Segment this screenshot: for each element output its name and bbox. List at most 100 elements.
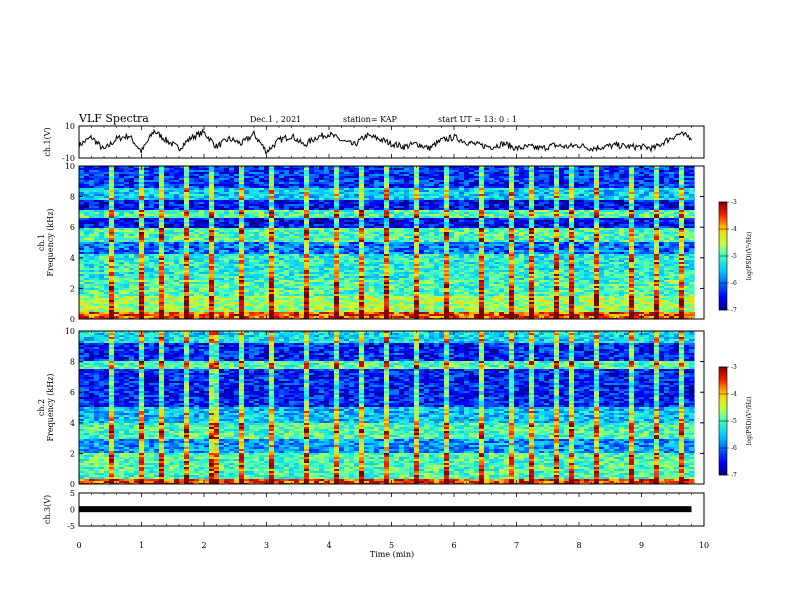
spectrogram-cell (94, 202, 100, 205)
spectrogram-cell (569, 228, 575, 231)
spectrogram-cell (554, 208, 560, 211)
spectrogram-cell (684, 184, 690, 187)
spectrogram-cell (364, 224, 370, 227)
spectrogram-cell (344, 170, 350, 173)
spectrogram-cell (439, 170, 445, 173)
spectrogram-cell (409, 206, 415, 209)
spectrogram-cell (659, 184, 665, 187)
spectrogram-cell (159, 176, 165, 179)
spectrogram-cell (319, 214, 325, 217)
spectrogram-cell (134, 232, 140, 235)
spectrogram-cell (604, 222, 610, 225)
spectrogram-cell (169, 180, 175, 183)
spectrogram-cell (144, 228, 150, 231)
spectrogram-cell (89, 240, 95, 243)
spectrogram-cell (549, 224, 555, 227)
spectrogram-cell (294, 220, 300, 223)
spectrogram-cell (614, 204, 620, 207)
spectrogram-cell (659, 192, 665, 195)
spectrogram-cell (89, 204, 95, 207)
spectrogram-cell (359, 226, 365, 229)
spectrogram-cell (134, 242, 140, 245)
spectrogram-cell (434, 188, 440, 191)
spectrogram-cell (314, 208, 320, 211)
spectrogram-cell (679, 232, 685, 235)
spectrogram-cell (484, 172, 490, 175)
spectrogram-cell (489, 230, 495, 233)
spectrogram-cell (689, 180, 695, 183)
spectrogram-cell (149, 206, 155, 209)
spectrogram-cell (679, 222, 685, 225)
spectrogram-cell (449, 176, 455, 179)
spectrogram-cell (629, 232, 635, 235)
spectrogram-cell (249, 202, 255, 205)
spectrogram-cell (149, 224, 155, 227)
spectrogram-cell (379, 168, 385, 171)
spectrogram-cell (659, 198, 665, 201)
spectrogram-cell (159, 222, 165, 225)
spectrogram-cell (284, 238, 290, 241)
spectrogram-cell (684, 194, 690, 197)
spectrogram-cell (429, 176, 435, 179)
spectrogram-cell (99, 222, 105, 225)
spectrogram-cell (389, 238, 395, 241)
spectrogram-cell (354, 242, 360, 245)
spectrogram-cell (164, 242, 170, 245)
spectrogram-cell (574, 198, 580, 201)
spectrogram-cell (179, 200, 185, 203)
spectrogram-cell (114, 206, 120, 209)
spectrogram-cell (469, 184, 475, 187)
spectrogram-cell (689, 220, 695, 223)
spectrogram-cell (234, 174, 240, 177)
spectrogram-cell (644, 204, 650, 207)
spectrogram-cell (554, 172, 560, 175)
spectrogram-cell (609, 210, 615, 213)
spectrogram-cell (299, 214, 305, 217)
spectrogram-cell (189, 192, 195, 195)
spectrogram-cell (159, 238, 165, 241)
spectrogram-cell (334, 198, 340, 201)
spectrogram-cell (529, 230, 535, 233)
spectrogram-cell (619, 206, 625, 209)
spectrogram-cell (659, 238, 665, 241)
spectrogram-cell (634, 236, 640, 239)
spectrogram-cell (464, 206, 470, 209)
spectrogram-cell (679, 182, 685, 185)
spectrogram-cell (674, 200, 680, 203)
spectrogram-cell (369, 178, 375, 181)
spectrogram-cell (604, 216, 610, 219)
spectrogram-cell (609, 188, 615, 191)
spectrogram-cell (524, 166, 530, 169)
spectrogram-cell (689, 182, 695, 185)
spectrogram-cell (579, 178, 585, 181)
spectrogram-cell (259, 198, 265, 201)
spectrogram-cell (84, 176, 90, 179)
spectrogram-cell (414, 182, 420, 185)
spectrogram-cell (104, 190, 110, 193)
spectrogram-cell (119, 172, 125, 175)
spectrogram-cell (279, 218, 285, 221)
spectrogram-cell (569, 230, 575, 233)
spectrogram-cell (179, 214, 185, 217)
spectrogram-cell (304, 174, 310, 177)
spectrogram-cell (394, 214, 400, 217)
spectrogram-cell (469, 214, 475, 217)
spectrogram-cell (89, 224, 95, 227)
spectrogram-cell (539, 216, 545, 219)
spectrogram-cell (599, 204, 605, 207)
spectrogram-cell (674, 196, 680, 199)
spectrogram-cell (514, 240, 520, 243)
spectrogram-cell (224, 232, 230, 235)
spectrogram-cell (494, 172, 500, 175)
spectrogram-cell (364, 218, 370, 221)
spectrogram-cell (444, 184, 450, 187)
spectrogram-cell (199, 230, 205, 233)
spectrogram-cell (494, 192, 500, 195)
spectrogram-cell (109, 176, 115, 179)
spectrogram-cell (284, 194, 290, 197)
spectrogram-cell (499, 204, 505, 207)
spectrogram-cell (294, 178, 300, 181)
spectrogram-cell (309, 188, 315, 191)
spectrogram-cell (364, 184, 370, 187)
spectrogram-cell (549, 188, 555, 191)
